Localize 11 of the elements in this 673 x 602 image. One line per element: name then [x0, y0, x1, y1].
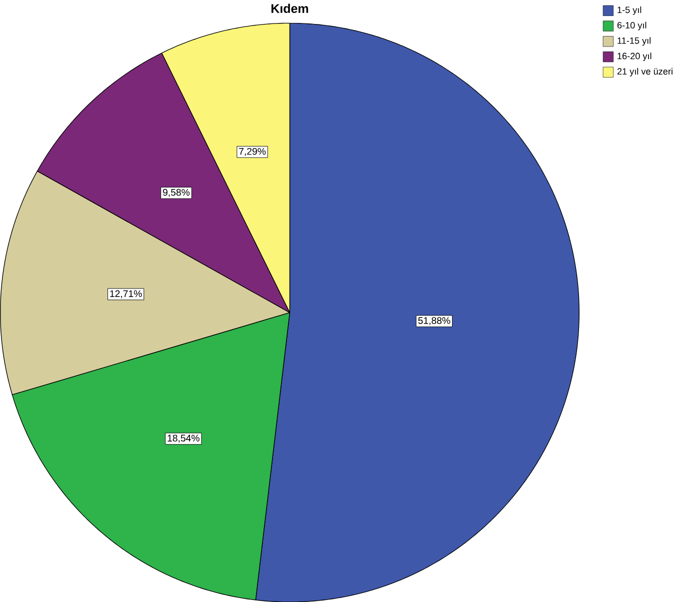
data-label: 51,88%	[418, 316, 450, 325]
chart-title: Kıdem	[272, 4, 308, 13]
data-label: 18,54%	[168, 434, 200, 443]
legend-label: 21 yıl ve üzeri	[617, 68, 672, 76]
legend-label: 1-5 yıl	[618, 6, 642, 15]
data-label: 12,71%	[110, 290, 142, 298]
legend-label: 11-15 yıl	[618, 37, 651, 46]
data-label: 7,29%	[239, 148, 266, 156]
data-label: 9,58%	[162, 188, 190, 197]
legend-label: 6-10 yıl	[617, 22, 646, 30]
legend-label: 16-20 yıl	[618, 52, 652, 61]
